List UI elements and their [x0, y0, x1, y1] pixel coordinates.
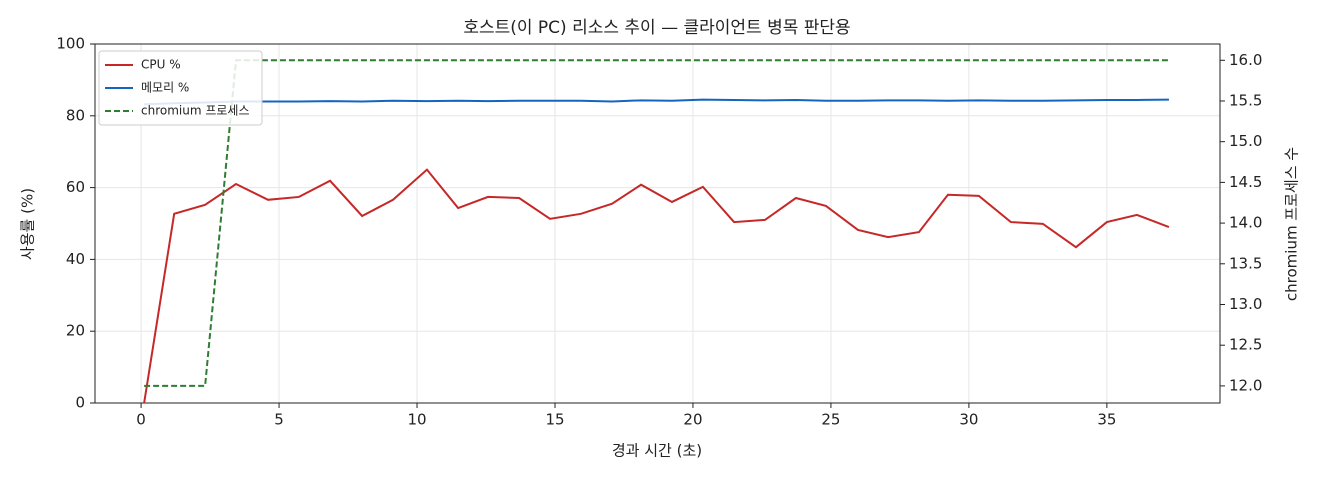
y2-tick-label: 15.0 [1229, 132, 1262, 150]
x-tick-label: 35 [1097, 411, 1116, 429]
plot-frame [94, 43, 1221, 404]
y2-tick-label: 15.5 [1229, 91, 1262, 109]
y-tick-label: 60 [66, 178, 85, 196]
y-tick-label: 40 [66, 250, 85, 268]
y-axis-label: 사용률 (%) [19, 188, 37, 260]
line-series [143, 168, 1170, 404]
x-axis-label: 경과 시간 (초) [612, 442, 702, 460]
y2-tick-label: 12.5 [1229, 336, 1262, 354]
y2-axis-label: chromium 프로세스 수 [1283, 147, 1301, 301]
y-tick-label: 20 [66, 322, 85, 340]
y2-tick-label: 14.5 [1229, 173, 1262, 191]
x-tick-label: 25 [821, 411, 840, 429]
y-tick-label: 100 [56, 35, 85, 53]
y2-tick-label: 13.0 [1229, 295, 1262, 313]
x-tick-label: 20 [683, 411, 702, 429]
legend-label: chromium 프로세스 [141, 104, 250, 118]
y2-tick-label: 16.0 [1229, 51, 1262, 69]
y2-tick-label: 12.0 [1229, 376, 1262, 394]
legend-label: CPU % [141, 58, 181, 72]
x-tick-label: 30 [959, 411, 978, 429]
x-tick-label: 5 [274, 411, 284, 429]
x-tick-label: 0 [136, 411, 146, 429]
line-series [144, 98, 1169, 106]
legend-label: 메모리 % [141, 81, 189, 95]
y-tick-label: 0 [75, 394, 85, 412]
legend-box [98, 50, 263, 126]
x-tick-label: 10 [407, 411, 426, 429]
line-series [144, 59, 1169, 387]
chart-title: 호스트(이 PC) 리소스 추이 — 클라이언트 병목 판단용 [463, 18, 850, 38]
legend: CPU % 메모리 % chromium 프로세스 [98, 50, 263, 126]
y2-tick-label: 13.5 [1229, 254, 1262, 272]
y2-tick-label: 14.0 [1229, 214, 1262, 232]
y-tick-label: 80 [66, 106, 85, 124]
x-tick-label: 15 [545, 411, 564, 429]
